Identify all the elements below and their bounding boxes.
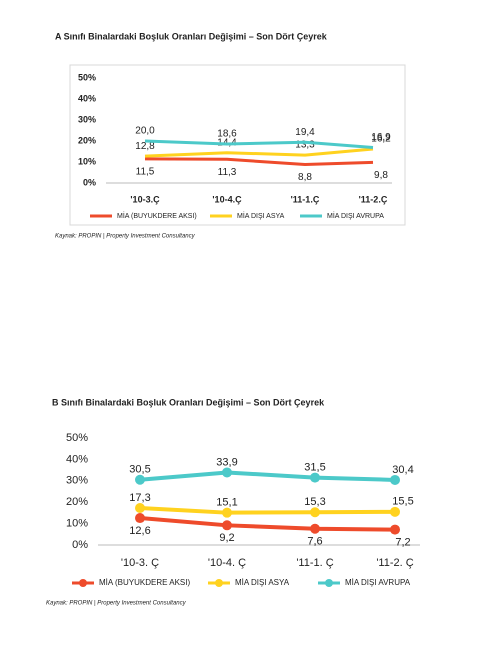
chart-frame xyxy=(69,64,406,226)
data-point xyxy=(135,474,145,485)
y-tick-label: 50% xyxy=(78,72,96,82)
y-tick-label: 0% xyxy=(83,177,96,187)
data-label: 33,9 xyxy=(216,456,237,468)
y-tick-label: 30% xyxy=(66,475,88,487)
data-label: 11,3 xyxy=(218,167,237,178)
x-tick-label: '10-4.Ç xyxy=(212,194,242,204)
data-label: 18,6 xyxy=(217,129,237,140)
x-tick-label: '10-3. Ç xyxy=(121,557,159,569)
data-label: 15,1 xyxy=(216,497,237,509)
data-label: 16,2 xyxy=(371,134,391,145)
y-tick-label: 50% xyxy=(66,432,88,444)
data-label: 15,5 xyxy=(392,496,413,508)
data-point xyxy=(222,467,232,478)
data-point xyxy=(135,513,145,524)
data-label: 9,8 xyxy=(374,170,388,181)
legend-marker xyxy=(325,579,333,587)
data-label: 19,4 xyxy=(295,127,315,138)
data-label: 9,2 xyxy=(219,532,234,544)
data-label: 7,2 xyxy=(395,536,410,548)
data-point xyxy=(390,474,400,485)
legend-label: MİA DIŞI AVRUPA xyxy=(345,578,411,587)
data-label: 31,5 xyxy=(304,461,325,473)
legend-marker xyxy=(215,579,223,587)
data-point xyxy=(222,507,232,518)
data-label: 11,5 xyxy=(136,166,155,177)
data-point xyxy=(390,524,400,535)
x-tick-label: '10-3.Ç xyxy=(130,194,160,204)
series-line xyxy=(139,470,396,482)
data-point xyxy=(135,502,145,513)
data-label: 15,3 xyxy=(304,496,325,508)
data-point xyxy=(310,507,320,518)
legend-label: MİA (BUYUKDERE AKSI) xyxy=(117,211,197,220)
data-point xyxy=(310,523,320,534)
x-tick-label: '11-1.Ç xyxy=(291,194,320,204)
data-point xyxy=(390,506,400,517)
legend-label: MİA DIŞI AVRUPA xyxy=(327,211,384,220)
legend-marker xyxy=(79,579,87,587)
chart-title: A Sınıfı Binalardaki Boşluk Oranları Değ… xyxy=(55,31,328,41)
data-label: 12,6 xyxy=(129,525,150,537)
source-note: Kaynak: PROPIN | Property Investment Con… xyxy=(55,234,196,240)
x-tick-label: '10-4. Ç xyxy=(208,557,246,569)
y-tick-label: 20% xyxy=(66,496,88,508)
data-label: 17,3 xyxy=(129,492,150,504)
legend-label: MİA DIŞI ASYA xyxy=(237,211,285,220)
x-tick-label: '11-2.Ç xyxy=(359,194,388,204)
series-line xyxy=(139,516,396,532)
data-point xyxy=(310,472,320,483)
data-label: 12,8 xyxy=(135,141,155,152)
x-tick-label: '11-1. Ç xyxy=(296,557,333,569)
series-line xyxy=(139,505,396,515)
data-label: 20,0 xyxy=(135,126,155,137)
series-line xyxy=(144,157,374,167)
y-tick-label: 30% xyxy=(78,114,96,124)
data-point xyxy=(222,520,232,531)
y-tick-label: 20% xyxy=(78,135,96,145)
data-label: 30,4 xyxy=(392,464,413,476)
data-label: 13,3 xyxy=(295,140,315,151)
data-label: 7,6 xyxy=(307,536,322,548)
y-tick-label: 0% xyxy=(72,539,88,551)
chart-title: B Sınıfı Binalardaki Boşluk Oranları Değ… xyxy=(52,397,325,407)
y-tick-label: 10% xyxy=(78,156,96,166)
y-tick-label: 10% xyxy=(66,518,88,530)
legend-label: MİA DIŞI ASYA xyxy=(235,578,290,587)
series-line xyxy=(144,139,374,150)
legend-label: MİA (BUYUKDERE AKSI) xyxy=(99,578,190,587)
data-label: 30,5 xyxy=(129,464,150,476)
data-label: 8,8 xyxy=(298,172,312,183)
source-note: Kaynak: PROPIN | Property Investment Con… xyxy=(46,601,187,607)
x-tick-label: '11-2. Ç xyxy=(376,557,413,569)
y-tick-label: 40% xyxy=(66,453,88,465)
data-label: 16,9 xyxy=(371,132,391,143)
series-line xyxy=(144,147,374,158)
y-tick-label: 40% xyxy=(78,93,96,103)
